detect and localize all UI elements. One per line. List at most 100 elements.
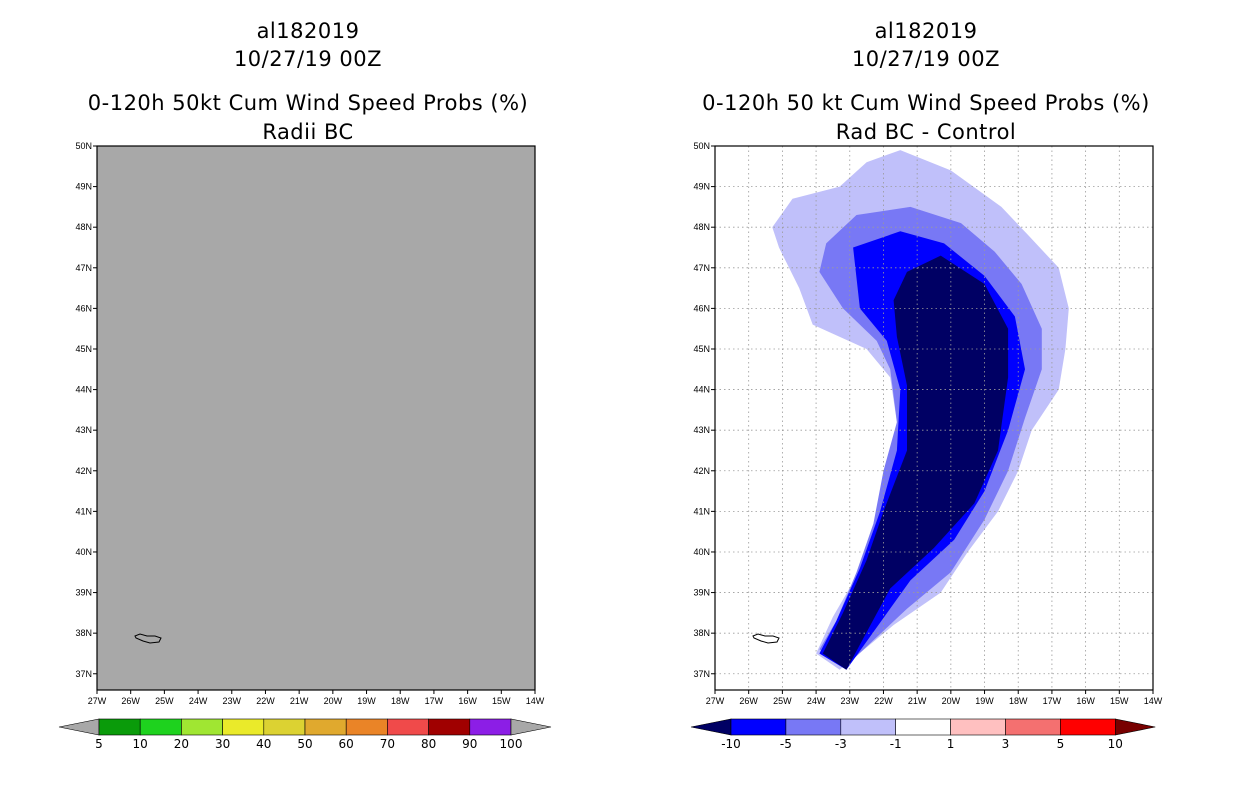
lat-tick-label: 45N (693, 344, 710, 354)
lat-tick-label: 39N (693, 588, 710, 598)
colorbar-label: 80 (421, 737, 436, 751)
colorbar-label: -10 (721, 737, 741, 751)
lon-tick-label: 25W (773, 696, 792, 706)
colorbar-swatch-2 (840, 718, 896, 736)
lon-tick-label: 20W (942, 696, 961, 706)
lon-tick-label: 20W (324, 696, 343, 706)
lat-tick-label: 50N (693, 141, 710, 151)
colorbar-label: 30 (215, 737, 230, 751)
lon-tick-label: 18W (391, 696, 410, 706)
lat-tick-label: 40N (693, 547, 710, 557)
colorbar-swatch-0 (730, 718, 787, 736)
colorbar-swatch-4 (950, 718, 1006, 736)
colorbar-swatch-5 (304, 718, 347, 736)
left-map-background (97, 146, 535, 690)
right-lon-ticks: 27W 26W 25W 24W 23W 22W 21W 20W 19W 18W 17W 16W 15W 1… (706, 690, 1163, 706)
lat-tick-label: 39N (75, 588, 92, 598)
colorbar-swatch-6 (345, 718, 388, 736)
colorbar-swatch-1 (785, 718, 842, 736)
right-lat-ticks: 50N 49N 48N 47N 46N 45N 44N 43N 42N 41N 40N 39N 38N 3… (693, 141, 715, 679)
lat-tick-label: 44N (75, 385, 92, 395)
lon-tick-label: 24W (807, 696, 826, 706)
colorbar-swatch-7 (387, 718, 429, 736)
left-lon-ticks: 27W 26W 25W 24W 23W 22W 21W 20W 19W 18W 17W 16W 15W 1… (88, 690, 545, 706)
lon-tick-label: 14W (1144, 696, 1163, 706)
lon-tick-label: 22W (874, 696, 893, 706)
right-gridlines (715, 146, 1153, 690)
right-title-date: 10/27/19 00Z (852, 47, 1000, 71)
lon-tick-label: 19W (357, 696, 376, 706)
colorbar-high-arrow (510, 718, 552, 736)
right-map-frame (714, 145, 1154, 691)
lat-tick-label: 48N (75, 222, 92, 232)
lon-tick-label: 23W (841, 696, 860, 706)
lat-tick-label: 47N (693, 263, 710, 273)
lon-tick-label: 23W (223, 696, 242, 706)
colorbar-label: 70 (380, 737, 395, 751)
lon-tick-label: 26W (739, 696, 758, 706)
left-panel: al182019 10/27/19 00Z 0-120h 50kt Cum Wi… (58, 19, 552, 751)
left-title-date: 10/27/19 00Z (234, 47, 382, 71)
colorbar-swatch-8 (428, 718, 471, 736)
right-island-outline (752, 633, 780, 644)
colorbar-swatch-0 (98, 718, 141, 736)
lat-tick-label: 42N (693, 466, 710, 476)
colorbar-label: 10 (133, 737, 148, 751)
colorbar-low-arrow (58, 718, 100, 736)
lat-tick-label: 46N (693, 303, 710, 313)
colorbar-label: -1 (890, 737, 902, 751)
lat-tick-label: 48N (693, 222, 710, 232)
colorbar-label: 40 (256, 737, 271, 751)
left-title-storm: al182019 (257, 19, 360, 43)
lon-tick-label: 14W (526, 696, 545, 706)
lat-tick-label: 46N (75, 303, 92, 313)
colorbar-label: 90 (462, 737, 477, 751)
right-title-storm: al182019 (875, 19, 978, 43)
lat-tick-label: 45N (75, 344, 92, 354)
colorbar-label: 60 (339, 737, 354, 751)
lat-tick-label: 49N (75, 182, 92, 192)
left-island-outline (134, 633, 162, 644)
colorbar-swatch-6 (1060, 718, 1116, 736)
colorbar-swatch-1 (139, 718, 182, 736)
lat-tick-label: 42N (75, 466, 92, 476)
colorbar-label: 5 (1057, 737, 1065, 751)
lon-tick-label: 17W (425, 696, 444, 706)
left-map-frame (96, 145, 536, 691)
lon-tick-label: 21W (908, 696, 927, 706)
right-title-product: 0-120h 50 kt Cum Wind Speed Probs (%) (702, 91, 1150, 115)
colorbar-swatch-3 (222, 718, 265, 736)
colorbar-swatch-3 (895, 718, 951, 736)
right-contour-fills (772, 150, 1069, 670)
colorbar-swatch-5 (1005, 718, 1061, 736)
colorbar-swatch-4 (263, 718, 306, 736)
colorbar-label: 50 (297, 737, 312, 751)
colorbar-label: 1 (947, 737, 955, 751)
left-title-product: 0-120h 50kt Cum Wind Speed Probs (%) (88, 91, 528, 115)
lon-tick-label: 15W (492, 696, 511, 706)
colorbar-swatch-9 (469, 718, 512, 736)
lon-tick-label: 21W (290, 696, 309, 706)
lon-tick-label: 19W (975, 696, 994, 706)
lat-tick-label: 50N (75, 141, 92, 151)
lon-tick-label: 15W (1110, 696, 1129, 706)
lat-tick-label: 37N (693, 669, 710, 679)
lat-tick-label: 40N (75, 547, 92, 557)
colorbar-label: 100 (500, 737, 523, 751)
lon-tick-label: 25W (155, 696, 174, 706)
colorbar-low-arrow (690, 718, 732, 736)
lon-tick-label: 26W (121, 696, 140, 706)
lat-tick-label: 41N (75, 506, 92, 516)
left-colorbar: 5 10 20 30 40 50 60 70 80 90 100 (58, 718, 552, 751)
lon-tick-label: 24W (189, 696, 208, 706)
lat-tick-label: 44N (693, 385, 710, 395)
right-colorbar: -10 -5 -3 -1 1 3 5 10 (690, 718, 1156, 751)
lon-tick-label: 27W (88, 696, 107, 706)
colorbar-swatch-2 (181, 718, 223, 736)
colorbar-high-arrow (1115, 718, 1156, 736)
lon-tick-label: 17W (1043, 696, 1062, 706)
right-title-subtitle: Rad BC - Control (836, 120, 1017, 144)
lon-tick-label: 16W (458, 696, 477, 706)
lon-tick-label: 18W (1009, 696, 1028, 706)
lon-tick-label: 22W (256, 696, 275, 706)
